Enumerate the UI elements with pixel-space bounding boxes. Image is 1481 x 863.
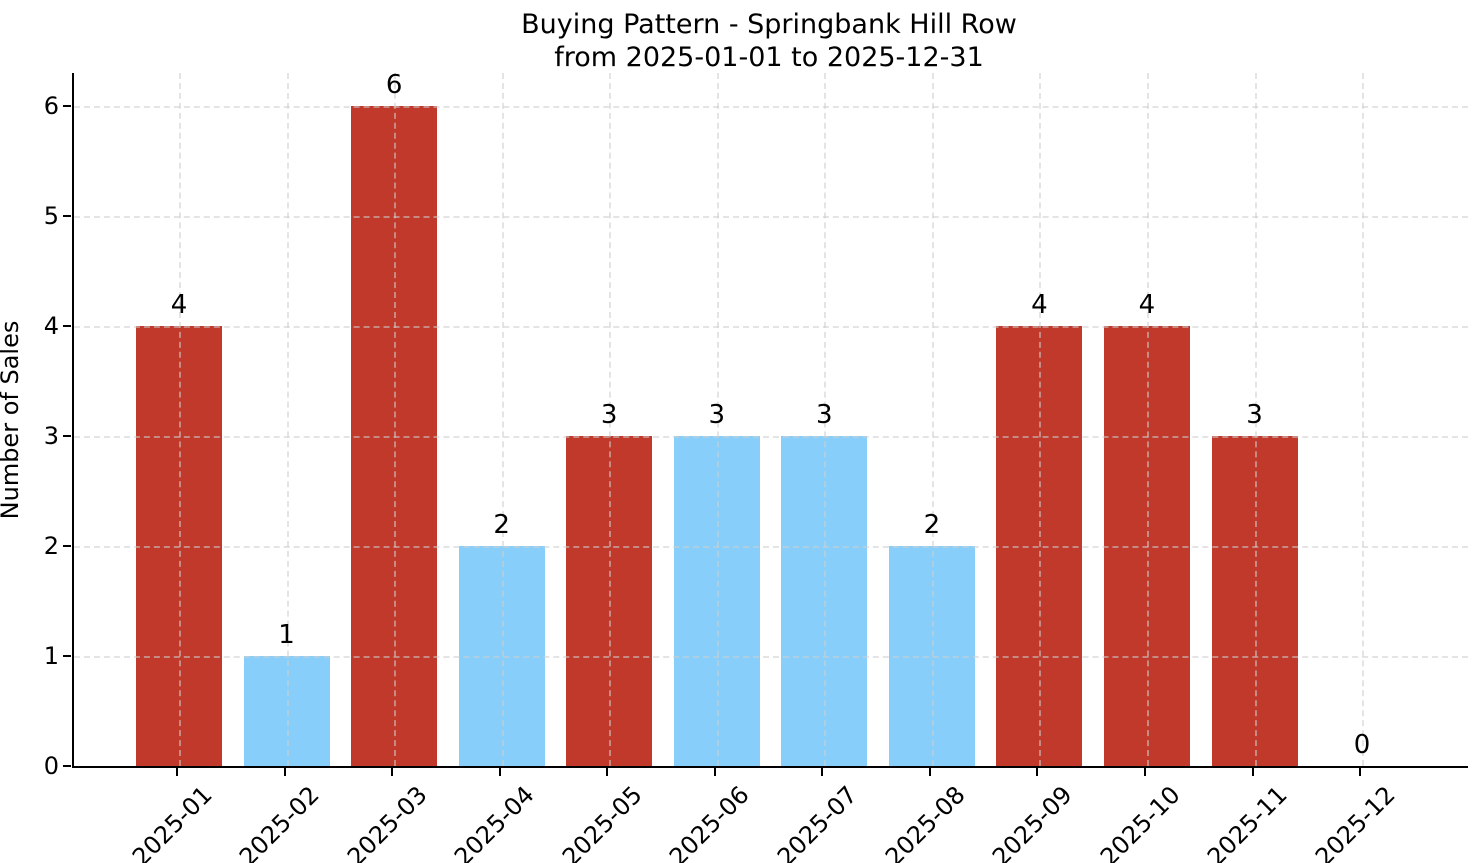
gridline-v [501, 73, 504, 766]
gridline-v [609, 73, 612, 766]
bar-value-label: 3 [1246, 400, 1263, 430]
gridline-v [931, 73, 934, 766]
y-tick-label: 2 [43, 532, 59, 560]
y-tick-mark [63, 655, 71, 657]
x-tick-mark [176, 768, 178, 776]
y-tick-label: 4 [43, 312, 59, 340]
x-tick-mark [928, 768, 931, 776]
bar-value-label: 1 [278, 620, 295, 650]
y-tick-mark [63, 765, 71, 767]
x-tick-mark [1036, 768, 1039, 776]
x-tick-label: 2025-02 [234, 780, 325, 863]
bar-value-label: 2 [493, 510, 510, 540]
y-tick-label: 6 [43, 92, 59, 120]
x-tick-label: 2025-01 [126, 780, 218, 863]
y-tick-label: 1 [43, 642, 59, 670]
y-tick-mark [63, 215, 71, 217]
x-tick-label: 2025-04 [449, 780, 541, 863]
y-axis-label: Number of Sales [0, 320, 24, 520]
x-tick-mark [391, 768, 394, 776]
x-tick-label: 2025-07 [771, 780, 863, 863]
y-tick-label: 3 [43, 422, 59, 450]
bar-value-label: 3 [816, 400, 833, 430]
gridline-v [824, 73, 827, 766]
x-tick-label: 2025-10 [1094, 780, 1186, 863]
bar-value-label: 2 [923, 510, 941, 540]
bar-value-label: 0 [1353, 730, 1371, 760]
gridline-v [716, 73, 719, 766]
gridline-h [74, 436, 1468, 438]
x-tick-mark [1359, 768, 1362, 776]
x-tick-label: 2025-05 [556, 780, 648, 863]
x-tick-label: 2025-12 [1309, 780, 1401, 863]
bar-value-label: 3 [600, 400, 618, 430]
x-tick-mark [283, 768, 286, 776]
gridline-h [74, 216, 1468, 218]
x-tick-mark [821, 768, 824, 776]
gridline-h [74, 656, 1468, 658]
bar-value-label: 4 [1138, 290, 1156, 320]
x-tick-label: 2025-08 [879, 780, 971, 863]
x-tick-mark [1251, 768, 1254, 776]
gridline-h [74, 326, 1468, 328]
gridline-v [1039, 73, 1042, 766]
x-tick-label: 2025-03 [341, 780, 433, 863]
bar-value-label: 3 [708, 400, 726, 430]
gridline-h [74, 546, 1468, 548]
plot-area: 4 1 6 2 3 3 3 2 4 4 3 0 [72, 70, 1468, 768]
gridline-h [74, 106, 1468, 108]
x-tick-label: 2025-09 [987, 780, 1078, 863]
y-tick-mark [63, 435, 71, 437]
gridline-v [179, 73, 181, 766]
chart-title: Buying Pattern - Springbank Hill Row [521, 9, 1017, 40]
y-tick-mark [63, 105, 71, 107]
x-tick-label: 2025-11 [1202, 780, 1293, 863]
bar-value-label: 4 [1031, 290, 1048, 320]
gridline-v [286, 73, 289, 766]
y-tick-label: 0 [43, 752, 59, 780]
bar-value-label: 4 [170, 290, 188, 320]
chart-title-block: Buying Pattern - Springbank Hill Row fro… [72, 8, 1466, 74]
gridline-v [394, 73, 397, 766]
gridline-v [1146, 73, 1149, 766]
x-tick-mark [606, 768, 609, 776]
x-tick-mark [1143, 768, 1146, 776]
y-tick-mark [63, 325, 71, 327]
x-tick-mark [498, 768, 501, 776]
y-tick-label: 5 [43, 202, 59, 230]
bar-value-label: 6 [385, 70, 403, 100]
gridline-v [1362, 73, 1365, 766]
chart-subtitle: from 2025-01-01 to 2025-12-31 [554, 42, 984, 73]
x-tick-label: 2025-06 [664, 780, 756, 863]
x-tick-mark [713, 768, 716, 776]
y-tick-mark [63, 545, 71, 547]
gridline-v [1254, 73, 1257, 766]
